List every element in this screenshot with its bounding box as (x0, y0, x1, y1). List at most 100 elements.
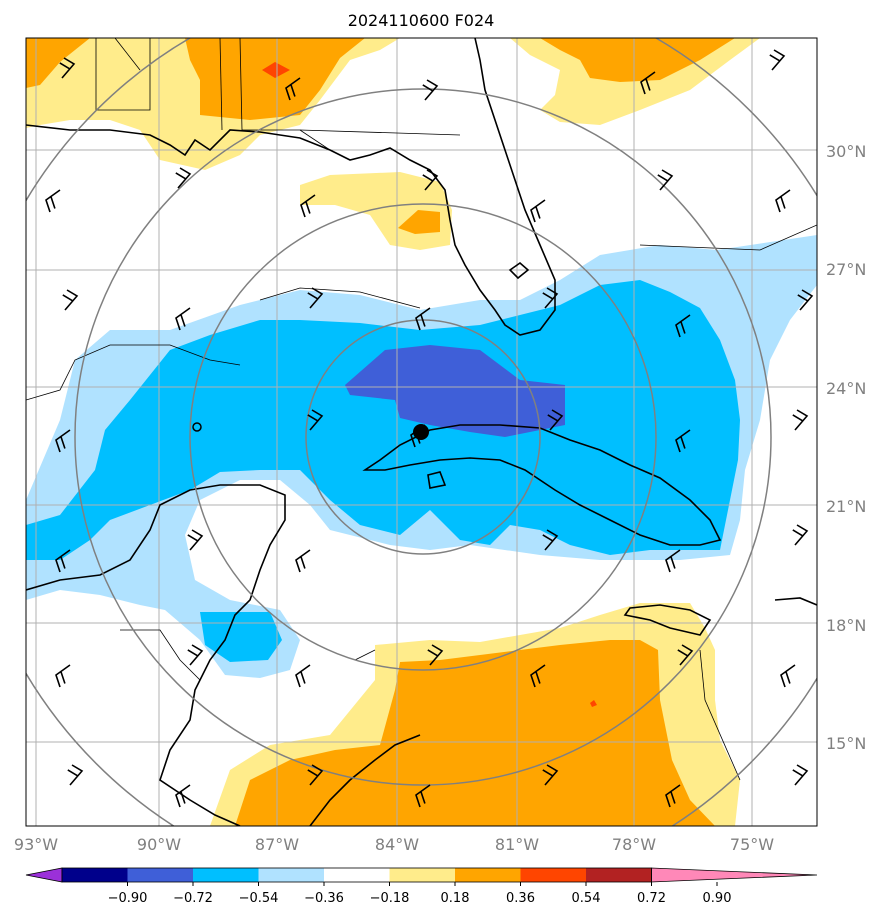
storm-center-marker (413, 424, 429, 440)
wind-barb (640, 71, 656, 95)
wind-barb (427, 644, 444, 666)
moderate-negative-region (26, 280, 740, 560)
colorbar-tick-label: 0.72 (637, 891, 666, 906)
colorbar-tick-label: −0.54 (239, 891, 279, 906)
lat-label: 30°N (826, 142, 866, 161)
strong-positive-patch-north (262, 62, 290, 78)
distance-rings (26, 38, 817, 826)
colorbar-extension-high (651, 867, 818, 883)
wind-barb (792, 409, 809, 431)
wind-barb (797, 289, 814, 311)
wind-barb (175, 167, 192, 189)
wind-barb (187, 529, 204, 551)
lat-label: 27°N (826, 260, 866, 279)
lat-label: 15°N (826, 734, 866, 753)
map-plot-area (26, 38, 817, 826)
wind-barb (677, 644, 694, 666)
wind-barb (307, 287, 324, 309)
wind-barb (55, 429, 71, 453)
colorbar-segment (127, 868, 193, 882)
colorbar-tick-label: −0.18 (370, 891, 410, 906)
wind-barb (285, 77, 301, 101)
colorbar-tick-label: 0.18 (441, 891, 470, 906)
wind-barb (67, 764, 84, 786)
wind-barb (62, 289, 79, 311)
moderate-positive-region-north (26, 38, 365, 120)
latitude-labels: 30°N 27°N 24°N 21°N 18°N 15°N (826, 142, 866, 753)
wind-barb (542, 529, 559, 551)
colorbar-segment (324, 868, 390, 882)
political-borders (26, 38, 817, 781)
wind-barb (415, 307, 431, 331)
map-title: 2024110600 F024 (348, 11, 495, 30)
lon-label: 93°W (14, 835, 58, 854)
longitude-labels: 93°W 90°W 87°W 84°W 81°W 78°W 75°W (14, 835, 774, 854)
colorbar-extension-low (25, 867, 63, 883)
wind-barb (307, 409, 324, 431)
wind-barb (300, 194, 316, 218)
lon-label: 75°W (730, 835, 774, 854)
wind-barb (55, 664, 71, 688)
colorbar-segment (455, 868, 521, 882)
wind-barb (59, 57, 76, 79)
moderate-positive-region-south (235, 640, 715, 826)
colorbar-tick-label: 0.36 (506, 891, 535, 906)
wind-barb (542, 287, 559, 309)
colorbar-tick-label: 0.90 (703, 891, 732, 906)
wind-barb (415, 784, 431, 808)
lat-label: 24°N (826, 379, 866, 398)
colorbar-frame (61, 867, 652, 883)
wind-barb (187, 644, 204, 666)
wind-barb (792, 764, 809, 786)
wind-barb (175, 307, 191, 331)
colorbar-segment (520, 868, 586, 882)
wind-barb (295, 664, 311, 688)
wind-barb (675, 429, 691, 453)
lat-label: 21°N (826, 497, 866, 516)
colorbar-tick-label: −0.90 (108, 891, 148, 906)
wind-barb (792, 524, 809, 546)
colorbar-segment (586, 868, 652, 882)
lon-label: 78°W (612, 835, 656, 854)
wind-barb (665, 784, 681, 808)
wind-barb (422, 169, 439, 191)
moderate-positive-region-northeast (540, 38, 735, 82)
colorbar-segment (389, 868, 455, 882)
moderate-positive-patch-florida (398, 210, 440, 234)
moderate-negative-patch (200, 612, 282, 662)
wind-barb (307, 764, 324, 786)
colorbar-segment (258, 868, 324, 882)
wind-barb (665, 549, 681, 573)
wind-barb (775, 189, 791, 213)
wind-barb (780, 664, 796, 688)
strong-positive-patch-south (590, 700, 597, 707)
wind-barb (675, 314, 691, 338)
gridlines (26, 38, 817, 826)
colorbar: −0.90 −0.72 −0.54 −0.36 −0.18 0.18 0.36 0.54 0.7… (25, 867, 818, 906)
wind-barb (45, 189, 61, 213)
wind-barb (530, 664, 546, 688)
wind-barb (542, 764, 559, 786)
colorbar-tick-label: −0.36 (304, 891, 344, 906)
wind-barb (657, 169, 674, 191)
map-frame (25, 37, 818, 827)
wind-barb (530, 199, 546, 223)
lon-label: 84°W (375, 835, 419, 854)
colorbar-tick-label: 0.54 (572, 891, 601, 906)
lat-label: 18°N (826, 616, 866, 635)
colorbar-segment (62, 868, 128, 882)
wind-barb (175, 784, 191, 808)
colorbar-segment (193, 868, 259, 882)
lon-label: 87°W (255, 835, 299, 854)
wind-barb (769, 49, 786, 71)
strong-negative-core (345, 345, 565, 437)
wind-barb (547, 409, 564, 431)
lon-label: 81°W (495, 835, 539, 854)
wind-barb (295, 549, 311, 573)
wind-barbs (45, 49, 814, 808)
wind-barb (422, 79, 439, 101)
wind-barb (55, 549, 71, 573)
calm-wind-marker (192, 422, 202, 432)
lon-label: 90°W (137, 835, 181, 854)
